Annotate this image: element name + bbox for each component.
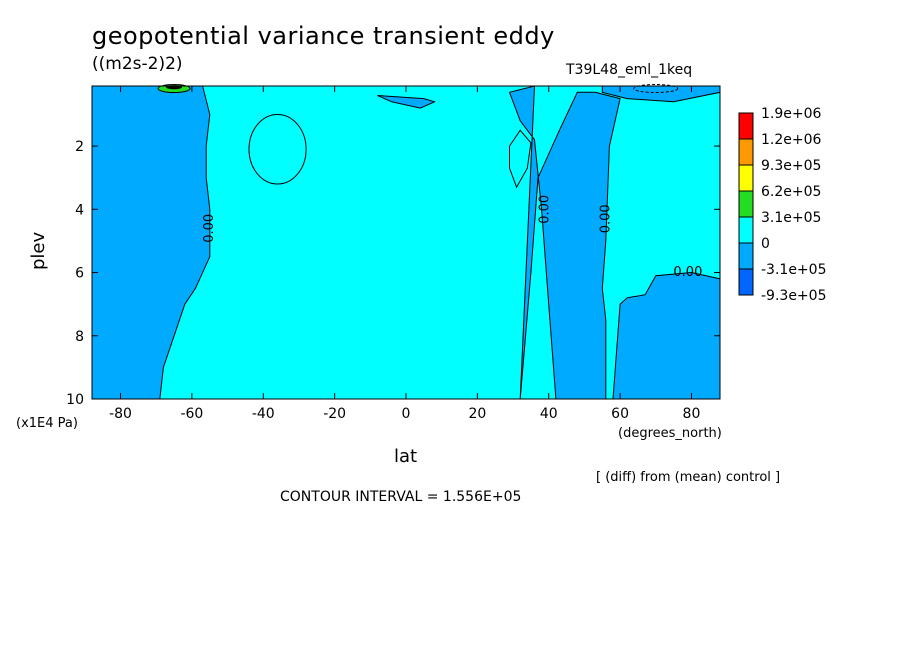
y-tick-label: 2 (75, 139, 84, 155)
colorbar-label: -3.1e+05 (761, 262, 826, 278)
colorbar-label: 9.3e+05 (761, 158, 821, 174)
x-axis-unit: (degrees_north) (618, 426, 722, 441)
colorbar-swatch (738, 216, 754, 244)
contour-interval: CONTOUR INTERVAL = 1.556E+05 (280, 489, 522, 505)
contour-label: 0.00 (673, 265, 702, 280)
colorbar-label: 6.2e+05 (761, 184, 821, 200)
run-label: T39L48_eml_1keq (566, 62, 693, 78)
colorbar-swatch (738, 268, 754, 296)
colorbar-swatch (738, 190, 754, 218)
colorbar-label: 1.2e+06 (761, 132, 822, 148)
colorbar: 1.9e+06 1.2e+06 9.3e+05 6.2e+05 3.1e+05 0 -3.1… (738, 106, 826, 304)
x-tick-label: 40 (540, 406, 558, 422)
colorbar-label: -9.3e+05 (761, 288, 826, 304)
x-tick-label: -20 (323, 406, 346, 422)
negative-region-south-polar (91, 85, 211, 400)
y-tick-label: 8 (75, 329, 84, 345)
y-tick-label: 10 (66, 392, 84, 408)
closed-contour-north-oval (509, 129, 532, 189)
x-axis-label: lat (394, 446, 418, 467)
y-tick-label: 4 (75, 202, 84, 218)
contour-label: 0.00 (538, 195, 553, 224)
x-tick-label: 0 (402, 406, 411, 422)
contour-field (91, 84, 721, 400)
x-tick-label: -40 (252, 406, 275, 422)
negative-region-small-patch (377, 95, 436, 109)
colorbar-label: 1.9e+06 (761, 106, 822, 122)
y-tick-label: 6 (75, 266, 84, 282)
negative-region-northern-band (508, 85, 621, 400)
contour-lines: 0.00 0.00 0.00 0.00 (202, 113, 702, 280)
x-tick-label: 20 (468, 406, 486, 422)
contour-label: 0.00 (598, 204, 613, 233)
colorbar-label: 3.1e+05 (761, 210, 821, 226)
x-tick-label: -80 (109, 406, 132, 422)
contour-label: 0.00 (202, 214, 217, 243)
x-tick-label: 80 (683, 406, 701, 422)
colorbar-swatch (738, 242, 754, 270)
chart-units: ((m2s-2)2) (92, 54, 183, 74)
y-axis-unit: (x1E4 Pa) (16, 416, 78, 431)
colorbar-swatch (738, 138, 754, 166)
x-tick-label: -60 (180, 406, 203, 422)
colorbar-label: 0 (761, 236, 770, 252)
axes: -80 -60 -40 -20 0 20 40 60 80 2 4 6 8 10 (66, 85, 721, 422)
colorbar-swatch (738, 164, 754, 192)
y-axis-label: plev (28, 231, 49, 270)
colorbar-swatch (738, 112, 754, 140)
negative-dashed-contour (633, 84, 679, 94)
chart-title: geopotential variance transient eddy (92, 22, 555, 50)
diff-note: [ (diff) from (mean) control ] (596, 470, 781, 485)
closed-contour-south-oval (248, 113, 307, 185)
x-tick-label: 60 (611, 406, 629, 422)
